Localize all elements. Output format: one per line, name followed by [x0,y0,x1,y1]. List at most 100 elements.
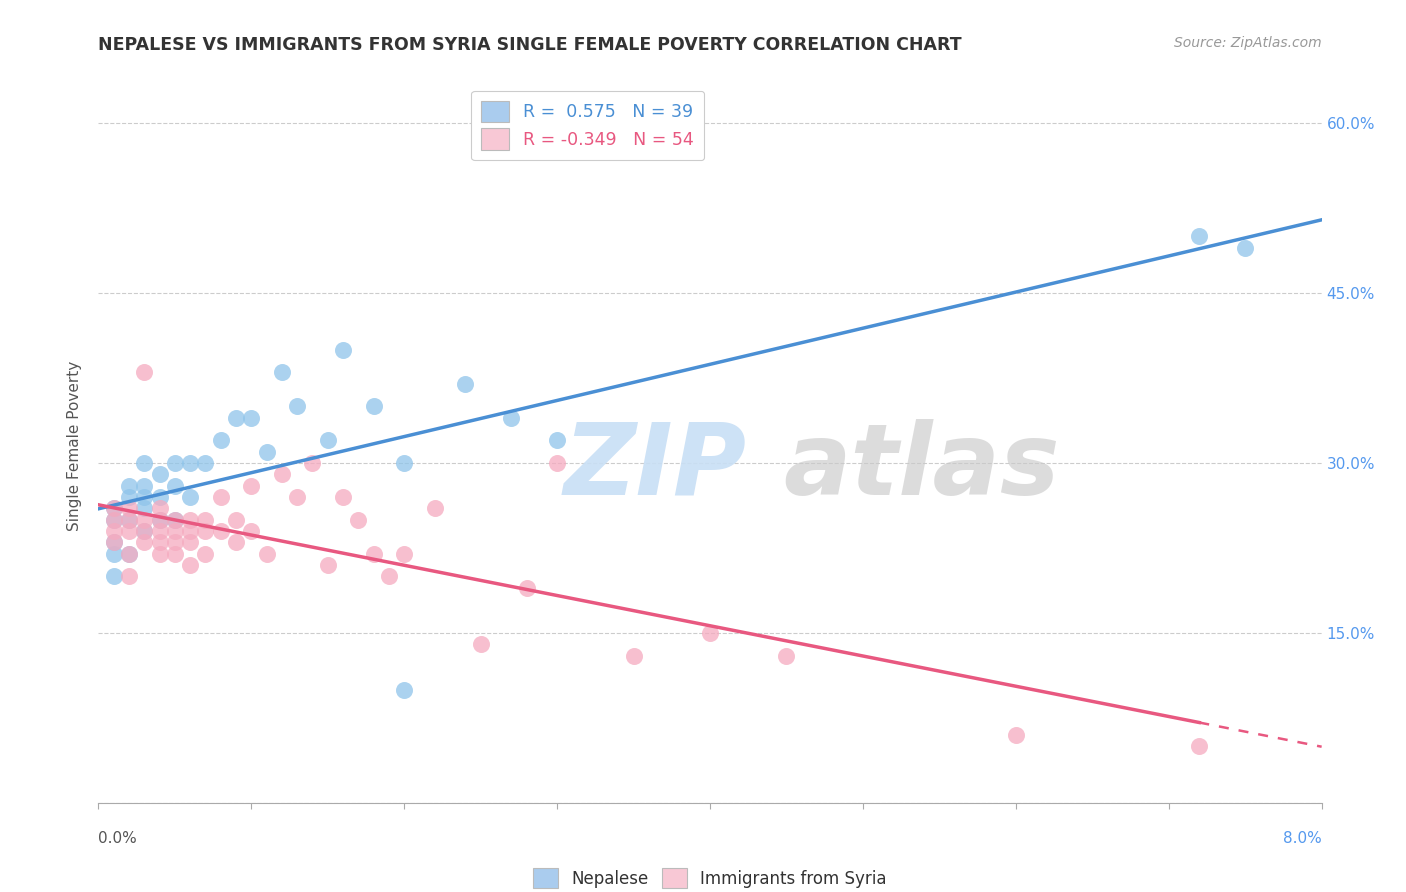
Point [209,490,232,504]
Point [240,410,263,425]
Point [163,535,186,549]
Point [470,637,492,651]
Point [270,365,294,379]
Point [118,569,141,583]
Point [775,648,797,663]
Point [240,478,263,492]
Legend: Nepalese, Immigrants from Syria: Nepalese, Immigrants from Syria [526,862,894,892]
Point [118,490,141,504]
Point [546,434,568,448]
Text: 8.0%: 8.0% [1282,831,1322,846]
Point [149,501,172,516]
Point [225,513,247,527]
Point [103,524,125,538]
Point [501,410,523,425]
Point [363,547,385,561]
Point [118,478,141,492]
Point [134,535,156,549]
Point [103,513,125,527]
Point [256,547,278,561]
Point [516,581,538,595]
Point [194,547,217,561]
Point [149,535,172,549]
Point [392,682,416,697]
Point [103,569,125,583]
Point [118,547,141,561]
Point [149,513,172,527]
Point [179,524,201,538]
Point [1188,739,1211,754]
Point [225,535,247,549]
Point [134,501,156,516]
Point [134,456,156,470]
Point [179,513,201,527]
Point [163,456,186,470]
Point [134,524,156,538]
Point [256,444,278,458]
Point [149,524,172,538]
Point [1234,241,1257,255]
Point [118,501,141,516]
Point [423,501,446,516]
Point [699,626,721,640]
Point [163,478,186,492]
Point [240,524,263,538]
Point [163,547,186,561]
Point [285,490,308,504]
Point [332,490,354,504]
Point [134,490,156,504]
Text: Source: ZipAtlas.com: Source: ZipAtlas.com [1174,36,1322,50]
Text: NEPALESE VS IMMIGRANTS FROM SYRIA SINGLE FEMALE POVERTY CORRELATION CHART: NEPALESE VS IMMIGRANTS FROM SYRIA SINGLE… [98,36,962,54]
Point [103,501,125,516]
Y-axis label: Single Female Poverty: Single Female Poverty [67,361,83,531]
Point [332,343,354,357]
Point [163,524,186,538]
Point [194,513,217,527]
Point [118,524,141,538]
Point [118,513,141,527]
Text: atlas: atlas [783,419,1060,516]
Point [378,569,401,583]
Point [149,467,172,482]
Point [392,547,416,561]
Point [134,524,156,538]
Point [270,467,294,482]
Point [103,501,125,516]
Point [118,547,141,561]
Point [179,490,201,504]
Text: 0.0%: 0.0% [98,831,138,846]
Point [225,410,247,425]
Point [1004,728,1026,742]
Point [1188,229,1211,244]
Point [149,490,172,504]
Point [103,535,125,549]
Point [149,513,172,527]
Point [316,558,339,572]
Point [134,478,156,492]
Point [163,513,186,527]
Point [179,535,201,549]
Point [118,513,141,527]
Point [194,456,217,470]
Point [103,513,125,527]
Point [163,513,186,527]
Point [209,524,232,538]
Point [301,456,323,470]
Point [103,535,125,549]
Point [103,547,125,561]
Point [392,456,416,470]
Point [209,434,232,448]
Point [623,648,645,663]
Point [454,376,477,391]
Point [179,558,201,572]
Point [194,524,217,538]
Point [179,456,201,470]
Point [347,513,370,527]
Point [546,456,568,470]
Point [285,400,308,414]
Point [134,365,156,379]
Point [363,400,385,414]
Text: ZIP: ZIP [564,419,747,516]
Point [316,434,339,448]
Point [149,547,172,561]
